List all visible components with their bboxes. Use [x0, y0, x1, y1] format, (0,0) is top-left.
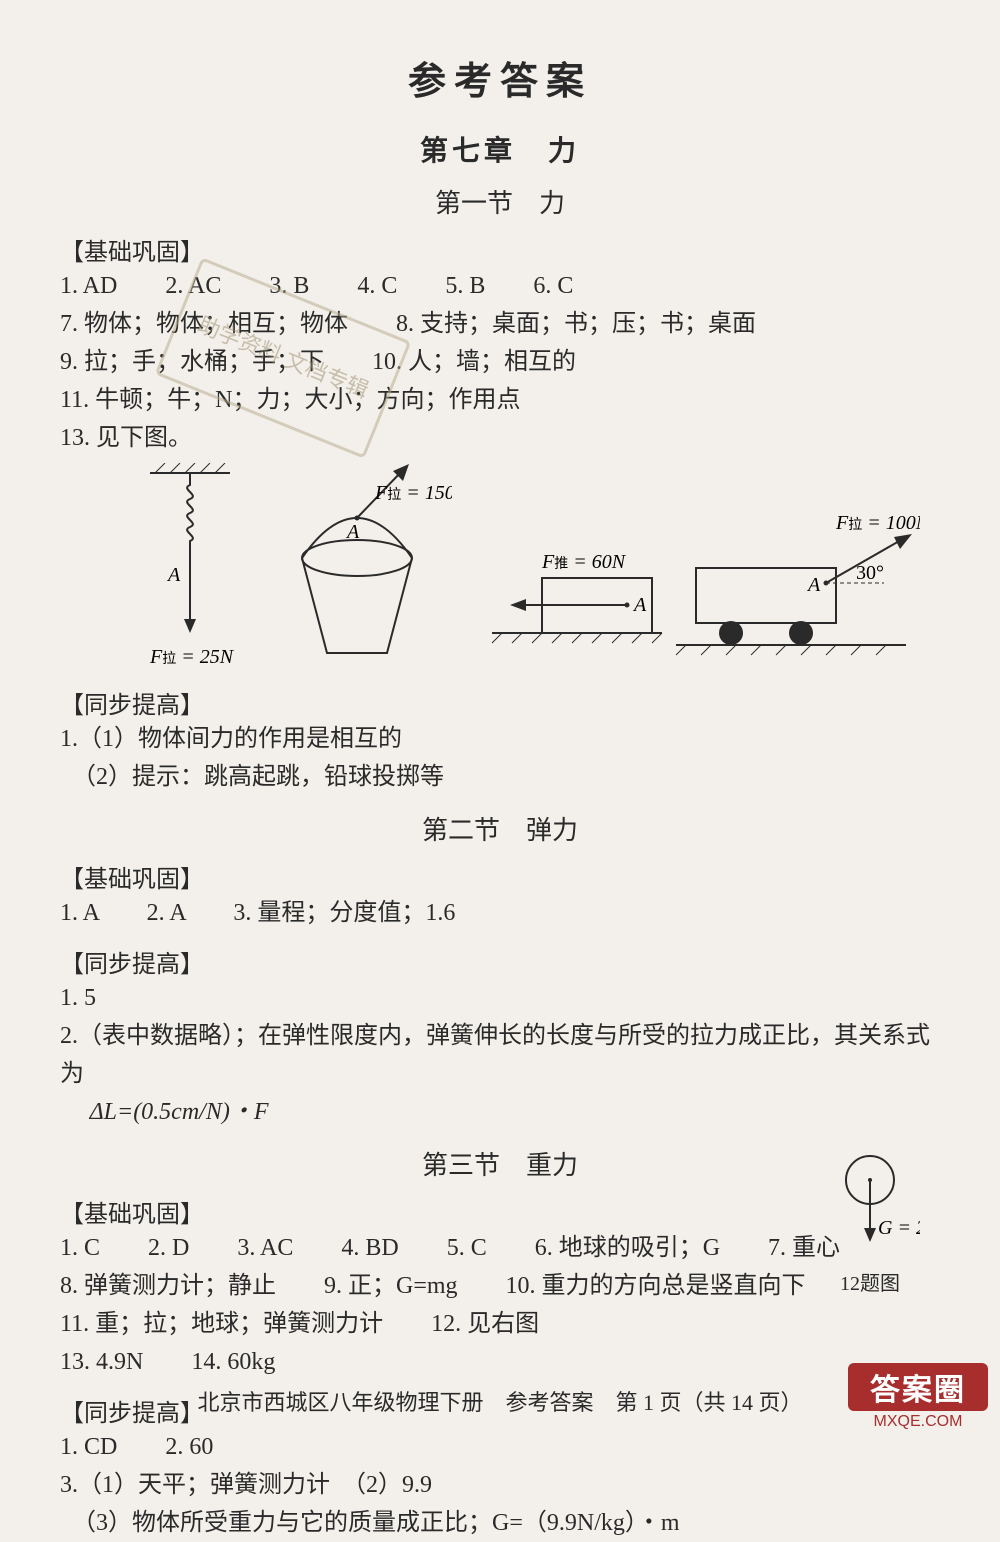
fig-spring-point: A	[166, 564, 181, 586]
fig-bucket: A F拉 = 150N	[257, 463, 452, 673]
fig-block-point: A	[632, 594, 647, 616]
fig-block: A F推 = 60N	[452, 523, 667, 673]
chapter-title: 第七章 力	[60, 129, 940, 169]
watermark-text: 答案圈	[848, 1363, 988, 1411]
s2-formula: ΔL=(0.5cm/N)・F	[60, 1093, 940, 1131]
s3-t-line: 1. CD 2. 60	[60, 1428, 940, 1466]
s3-line: 1. C 2. D 3. AC 4. BD 5. C 6. 地球的吸引；G 7.…	[60, 1229, 940, 1267]
fig-cart-point: A	[806, 574, 821, 596]
main-title: 参考答案	[60, 50, 940, 105]
page: 参考答案 第七章 力 第一节 力 【基础巩固】 1. AD 2. AC 3. B…	[0, 0, 1000, 1443]
fig-cart-angle: 30°	[856, 562, 884, 584]
s3-line: 13. 4.9N 14. 60kg	[60, 1343, 940, 1381]
q12-figure: G = 20N 12题图	[810, 1152, 930, 1296]
section-3-jichu-heading: 【基础巩固】	[60, 1194, 940, 1229]
s2-line: 1. A 2. A 3. 量程；分度值；1.6	[60, 894, 940, 932]
section-1-jichu-heading: 【基础巩固】	[60, 232, 940, 267]
fig-block-label: F推 = 60N	[541, 551, 627, 573]
fig-spring-label: F拉 = 25N	[149, 646, 235, 668]
s2-line: 1. 5	[60, 979, 940, 1017]
q12-caption: 12题图	[810, 1267, 930, 1296]
section-2-tongbu-heading: 【同步提高】	[60, 944, 940, 979]
s1-t-line: 1.（1）物体间力的作用是相互的	[60, 720, 940, 758]
fig-cart-label: F拉 = 100N	[835, 513, 920, 534]
s3-t-line: 3.（1）天平；弹簧测力计 （2）9.9	[60, 1466, 940, 1504]
section-2-title: 第二节 弹力	[60, 810, 940, 847]
fig-cart: A 30° F拉 = 100N	[666, 513, 920, 673]
q12-label: G = 20N	[878, 1217, 920, 1239]
section-1-tongbu-heading: 【同步提高】	[60, 685, 940, 720]
s1-line: 13. 见下图。	[60, 419, 940, 457]
s3-line: 11. 重；拉；地球；弹簧测力计 12. 见右图	[60, 1305, 940, 1343]
fig-bucket-label: F拉 = 150N	[374, 482, 452, 504]
section-2-jichu-heading: 【基础巩固】	[60, 859, 940, 894]
section-3-title: 第三节 重力	[60, 1145, 940, 1182]
watermark: 答案圈 MXQE.COM	[848, 1363, 988, 1431]
fig-bucket-point: A	[345, 521, 360, 543]
watermark-url: MXQE.COM	[848, 1413, 988, 1431]
s2-line: 2.（表中数据略）；在弹性限度内，弹簧伸长的长度与所受的拉力成正比，其关系式为	[60, 1017, 940, 1093]
fig-spring: A F拉 = 25N	[120, 463, 257, 673]
figure-row: A F拉 = 25N A F拉 = 150N A F推 = 60N	[120, 463, 920, 673]
s1-t-line: （2）提示：跳高起跳，铅球投掷等	[60, 758, 940, 796]
s3-t-line: （3）物体所受重力与它的质量成正比；G=（9.9N/kg）・m	[60, 1504, 940, 1542]
section-1-title: 第一节 力	[60, 183, 940, 220]
s3-line: 8. 弹簧测力计；静止 9. 正；G=mg 10. 重力的方向总是竖直向下	[60, 1267, 940, 1305]
